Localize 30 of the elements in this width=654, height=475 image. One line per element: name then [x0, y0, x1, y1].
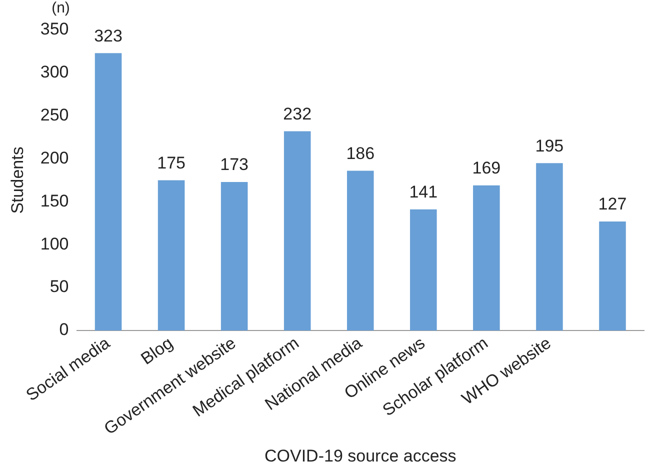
bar — [473, 185, 500, 330]
y-tick-label: 50 — [50, 277, 69, 296]
text: (n) — [52, 0, 70, 17]
data-label: 141 — [409, 182, 438, 202]
bar — [536, 163, 563, 330]
bar — [220, 182, 248, 330]
data-label: 169 — [472, 158, 501, 178]
data-label: 232 — [283, 104, 312, 124]
y-tick-label: 200 — [40, 148, 69, 168]
y-axis-title: Students — [8, 146, 27, 214]
y-tick-label: 300 — [40, 62, 69, 82]
data-label: 127 — [598, 194, 627, 214]
data-label: 323 — [94, 26, 122, 46]
bar — [346, 170, 374, 330]
y-tick-label: 150 — [40, 191, 69, 210]
bar — [284, 131, 311, 330]
x-axis-title: COVID-19 source access — [264, 446, 456, 466]
bar — [94, 53, 122, 330]
bar — [158, 180, 185, 330]
y-tick-label: 100 — [40, 234, 69, 254]
data-label: 173 — [220, 155, 249, 174]
data-label: 195 — [535, 136, 564, 156]
y-tick-label: 250 — [40, 106, 69, 125]
y-tick-label: 0 — [59, 320, 69, 340]
y-tick-label: 350 — [40, 20, 69, 39]
x-tick-label: Blog — [138, 333, 176, 368]
data-label: 175 — [157, 153, 186, 172]
bar — [599, 221, 626, 330]
bar — [410, 209, 437, 330]
data-label: 186 — [346, 144, 375, 163]
